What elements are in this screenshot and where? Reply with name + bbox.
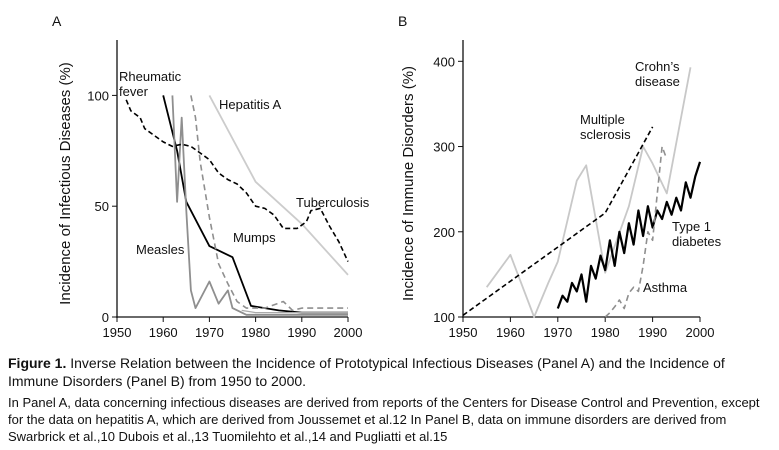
x-tick-label: 1990 [287,325,316,340]
x-tick-label: 1980 [241,325,270,340]
series-line-mumps [190,95,348,312]
figure-canvas: A 1950 1960 1970 1980 1990 2000 0 50 100 Incidence… [52,13,722,340]
series-label-crohn-s-disease: Crohn’s [635,59,680,74]
series-label-tuberculosis: Tuberculosis [296,195,370,210]
series-line-tuberculosis [125,99,349,262]
panel-a-letter: A [52,13,62,29]
x-tick-label: 2000 [686,325,715,340]
caption-title-block: Figure 1. Inverse Relation between the I… [8,354,773,390]
panel-b-letter: B [398,13,407,29]
series-line-multiple-sclerosis [462,126,654,316]
series-label-asthma: Asthma [643,280,688,295]
x-tick-label: 1950 [103,325,132,340]
series-line-asthma [604,145,668,318]
x-tick-label: 2000 [334,325,363,340]
series-line-measles [171,95,348,316]
y-axis-label: Incidence of Immune Disorders (%) [400,66,417,301]
series-line-crohn-s-disease [485,67,692,318]
series-label-hepatitis-a: Hepatitis A [219,97,281,112]
x-tick-label: 1980 [591,325,620,340]
x-tick-label: 1960 [149,325,178,340]
y-axis-label: Incidence of Infectious Diseases (%) [57,62,74,305]
y-tick-label: 300 [433,140,455,155]
caption-title: Inverse Relation between the Incidence o… [8,355,725,389]
y-tick-label: 100 [433,310,455,325]
caption-figure-label: Figure 1. [8,355,67,371]
series-label-rheumatic-fever: Rheumatic [119,69,182,84]
panel-a-chart: A 1950 1960 1970 1980 1990 2000 0 50 100 Incidence… [52,13,370,340]
series-label-multiple-sclerosis: Multiple [580,112,625,127]
y-tick-label: 100 [87,88,109,103]
x-tick-label: 1990 [638,325,667,340]
series-label-measles: Measles [136,242,185,257]
x-tick-label: 1950 [449,325,478,340]
series-line-unlabeled [241,309,348,314]
series-line-type-1-diabetes [556,161,702,309]
series-label-mumps: Mumps [233,230,276,245]
series-label-type-1-diabetes: Type 1 [672,219,711,234]
x-tick-label: 1970 [543,325,572,340]
y-tick-label: 400 [433,54,455,69]
series-label-type-1-diabetes: diabetes [672,234,722,249]
x-tick-label: 1970 [195,325,224,340]
y-tick-label: 50 [95,199,109,214]
series-line-hepatitis-a [208,94,349,276]
series-label-crohn-s-disease: disease [635,74,680,89]
series-label-multiple-sclerosis: sclerosis [580,127,631,142]
y-tick-label: 0 [102,310,109,325]
caption-body: In Panel A, data concerning infectious d… [8,395,760,444]
y-tick-label: 200 [433,225,455,240]
series-line-rheumatic-fever [162,95,348,314]
panel-b-chart: B 1950 1960 1970 1980 1990 2000 100 200 300 400 Inc… [398,13,722,340]
series-label-rheumatic-fever: fever [119,84,149,99]
x-tick-label: 1960 [496,325,525,340]
